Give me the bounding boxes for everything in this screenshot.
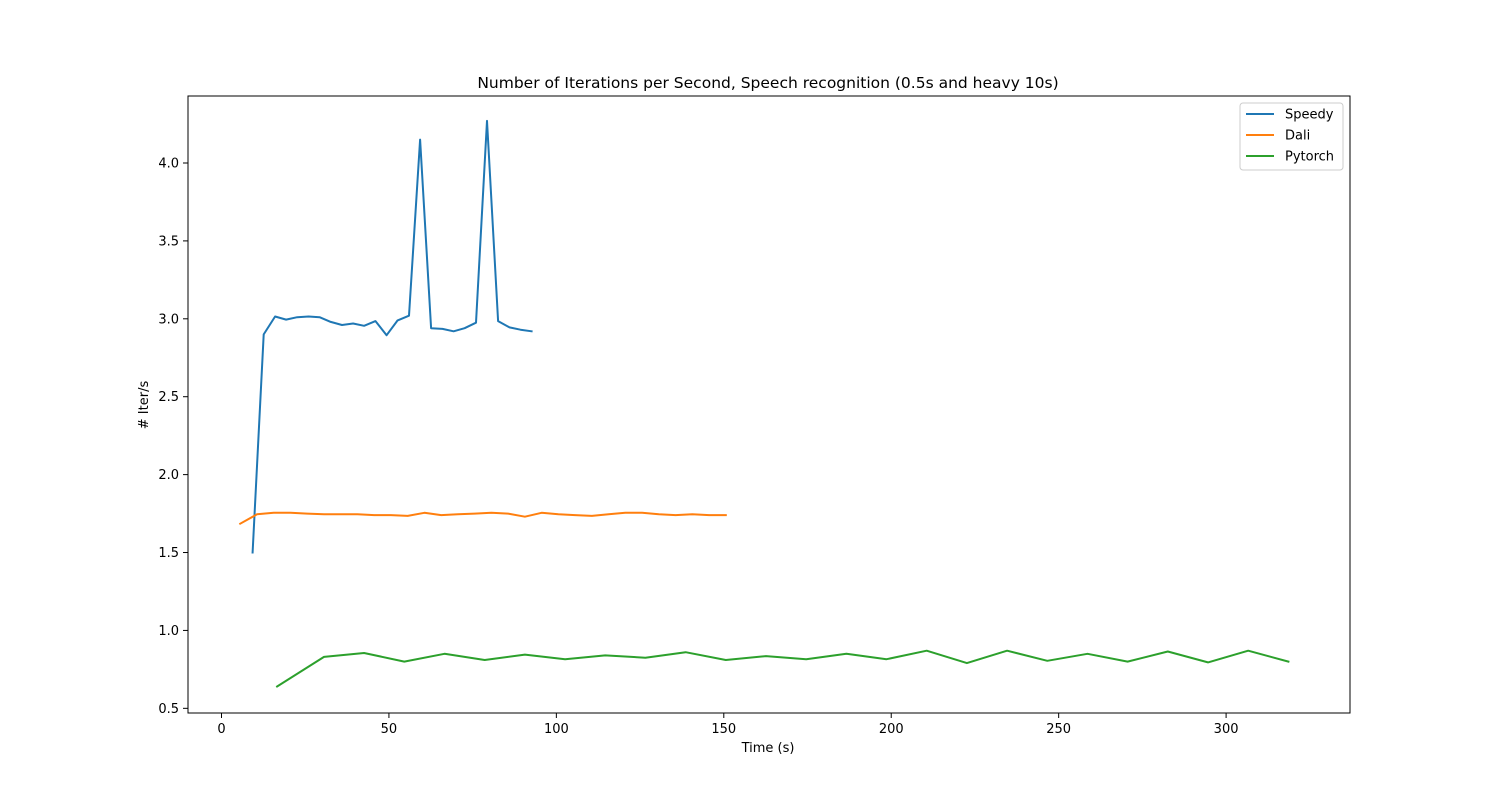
series-layer [238,119,1290,688]
legend-label-dali: Dali [1285,129,1310,144]
series-line-speedy [251,119,533,554]
y-tick-label: 3.0 [158,312,179,327]
y-tick-label: 1.0 [158,624,179,639]
legend: Speedy Dali Pytorch [1239,102,1344,171]
y-tick-label: 0.5 [158,702,179,717]
x-tick-label: 300 [1214,722,1239,737]
series-line-pytorch [275,649,1290,688]
y-axis-label: # Iter/s [137,381,152,430]
y-tick-label: 2.5 [158,390,179,405]
plot-area [187,95,1351,714]
y-tick-label: 3.5 [158,234,179,249]
series-line-dali [238,511,727,526]
legend-box [1239,102,1344,171]
x-tick-label: 250 [1046,722,1071,737]
x-axis-label: Time (s) [741,741,795,756]
x-tick-label: 100 [544,722,569,737]
legend-label-speedy: Speedy [1285,108,1334,123]
x-tick-label: 150 [711,722,736,737]
legend-label-pytorch: Pytorch [1285,150,1334,165]
y-tick-label: 1.5 [158,546,179,561]
x-tick-label: 50 [381,722,398,737]
x-tick-label: 0 [217,722,225,737]
x-tick-label: 200 [879,722,904,737]
y-tick-label: 4.0 [158,156,179,171]
y-axis: 0.5 1.0 1.5 2.0 2.5 3.0 3.5 4.0 [158,156,188,717]
y-tick-label: 2.0 [158,468,179,483]
chart-title: Number of Iterations per Second, Speech … [477,74,1058,92]
x-axis: 0 50 100 150 200 250 300 [217,713,1239,737]
